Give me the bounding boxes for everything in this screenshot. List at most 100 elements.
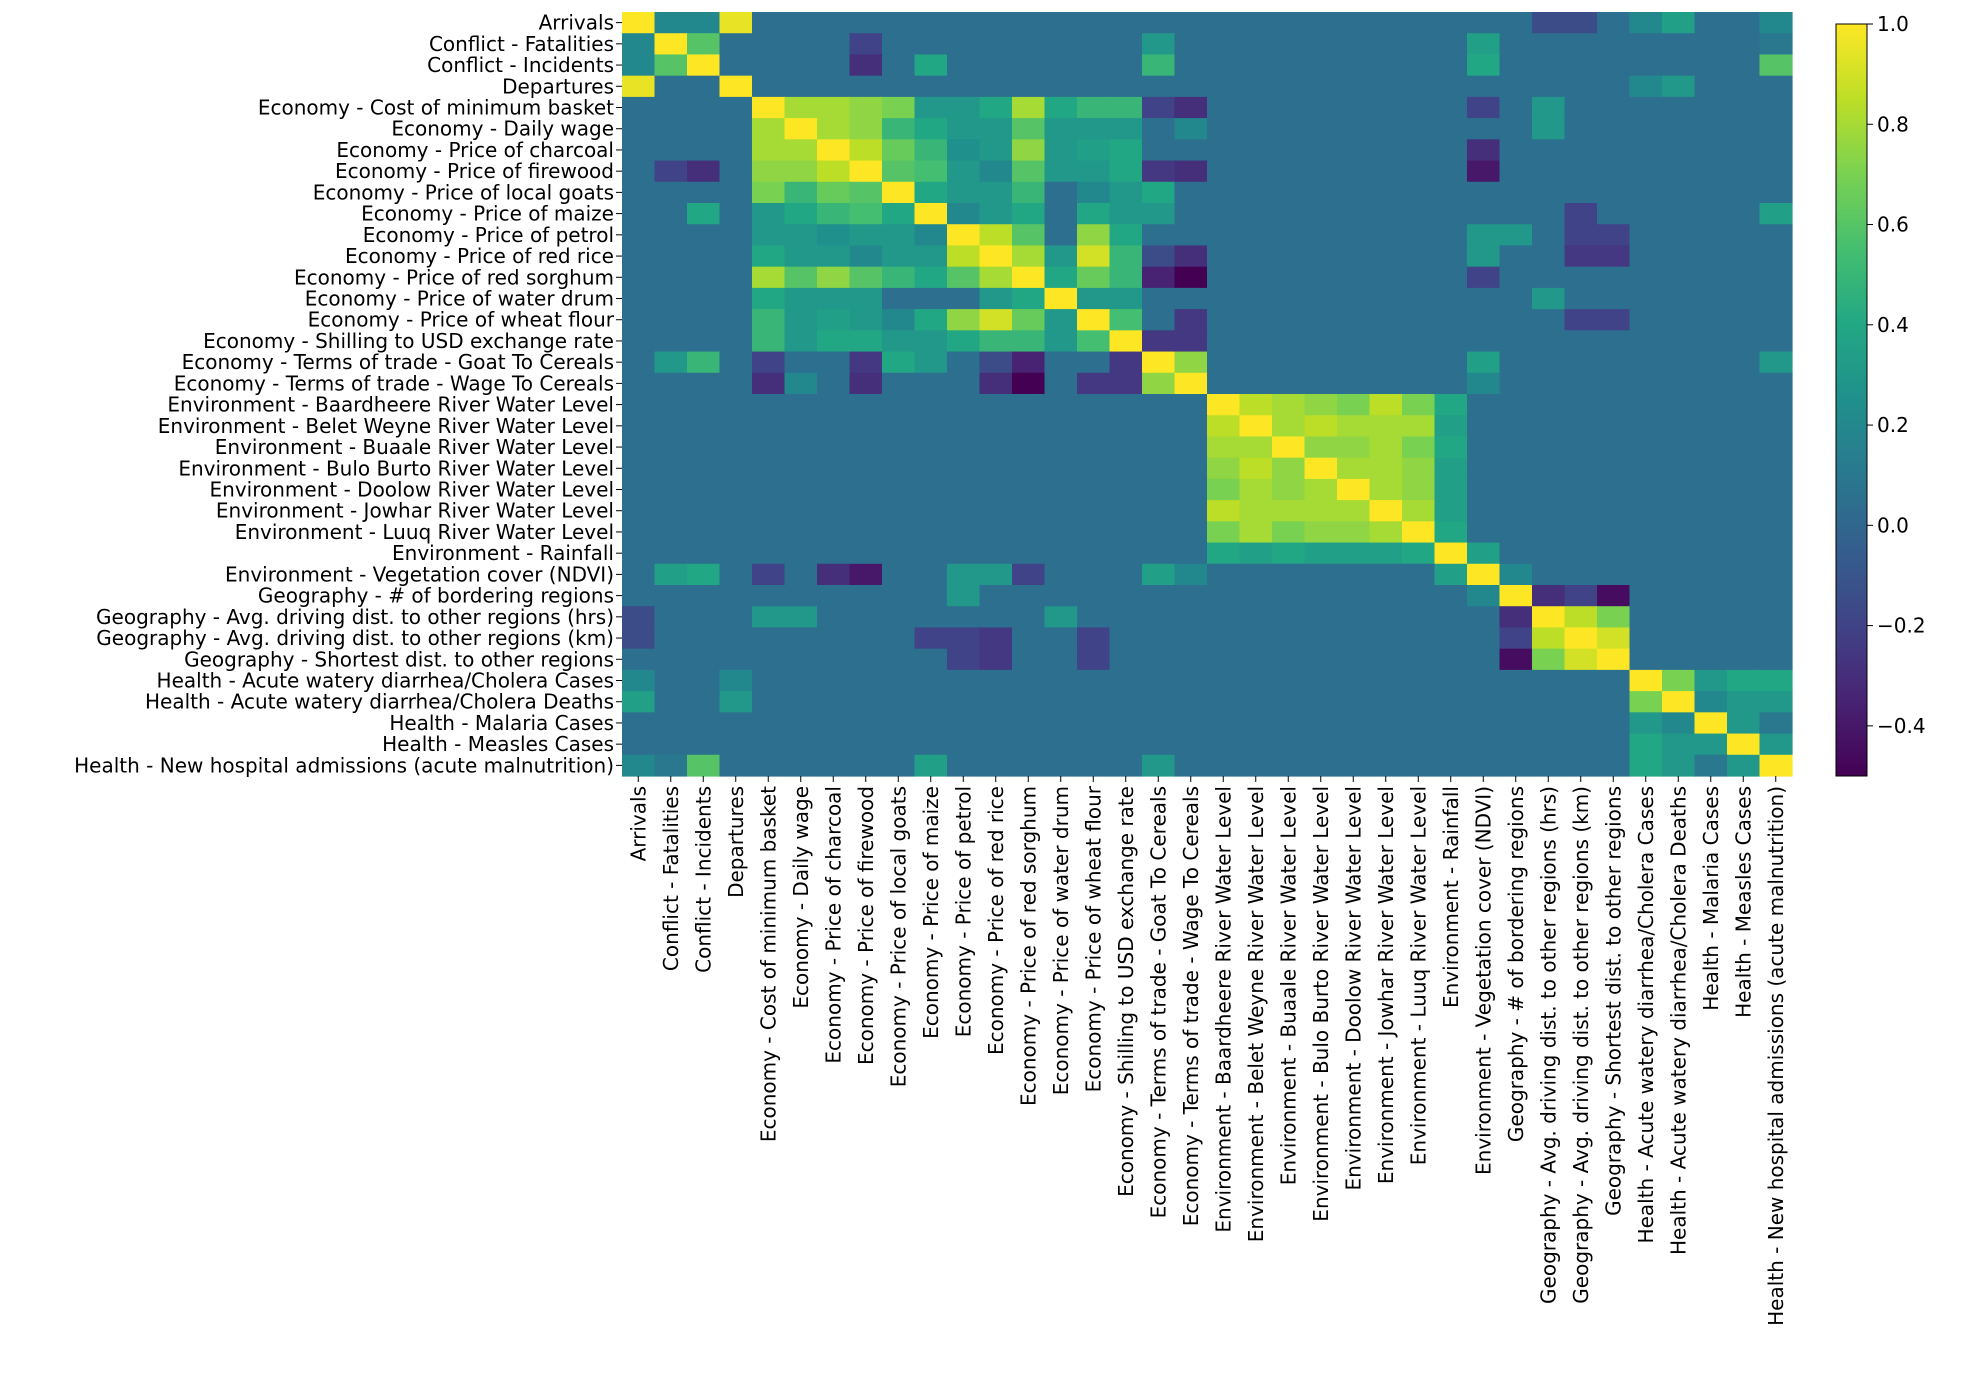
colorbar-tick-label: 0.8 bbox=[1877, 112, 1909, 136]
heatmap-cell bbox=[1369, 75, 1403, 98]
heatmap-cell bbox=[1662, 266, 1696, 289]
heatmap-cell bbox=[622, 266, 656, 289]
heatmap-cell bbox=[1564, 266, 1598, 289]
heatmap-cell bbox=[1467, 733, 1501, 756]
heatmap-cell bbox=[1467, 648, 1501, 671]
heatmap-cell bbox=[1044, 118, 1078, 140]
heatmap-cell bbox=[654, 733, 688, 756]
heatmap-cell bbox=[849, 54, 883, 77]
heatmap-cell bbox=[1629, 96, 1663, 119]
heatmap-cell bbox=[1532, 96, 1566, 119]
heatmap-cell bbox=[1597, 203, 1631, 225]
heatmap-cell bbox=[687, 542, 721, 565]
heatmap-cell bbox=[654, 754, 688, 777]
heatmap-cell bbox=[817, 203, 851, 225]
heatmap-cell bbox=[1694, 160, 1728, 183]
heatmap-cell bbox=[1727, 266, 1761, 289]
heatmap-cell bbox=[1662, 12, 1696, 34]
heatmap-cell bbox=[1239, 330, 1273, 353]
heatmap-cell bbox=[1662, 118, 1696, 140]
y-tick-label: Economy - Price of petrol bbox=[363, 223, 614, 247]
heatmap-cell bbox=[882, 712, 916, 735]
heatmap-cell bbox=[1369, 669, 1403, 692]
heatmap-cell bbox=[1694, 436, 1728, 459]
heatmap-cell bbox=[1727, 330, 1761, 353]
heatmap-cell bbox=[1142, 96, 1176, 119]
heatmap-cell bbox=[1564, 287, 1598, 310]
heatmap-cell bbox=[979, 585, 1013, 607]
heatmap-cell bbox=[1759, 54, 1793, 77]
heatmap-cell bbox=[1532, 372, 1566, 395]
heatmap-cell bbox=[1304, 266, 1338, 289]
heatmap-cell bbox=[1174, 712, 1208, 735]
heatmap-cell bbox=[1174, 118, 1208, 140]
heatmap-cell bbox=[622, 12, 656, 34]
heatmap-cell bbox=[1109, 372, 1143, 395]
heatmap-cell bbox=[1077, 118, 1111, 140]
heatmap-cell bbox=[1077, 330, 1111, 353]
heatmap-cell bbox=[1467, 266, 1501, 289]
heatmap-cell bbox=[1174, 478, 1208, 501]
heatmap-cell bbox=[687, 372, 721, 395]
heatmap-cell bbox=[1759, 542, 1793, 565]
heatmap-cell bbox=[1499, 245, 1533, 268]
heatmap-cell bbox=[622, 309, 656, 331]
heatmap-cell bbox=[1434, 627, 1468, 650]
heatmap-cell bbox=[1662, 309, 1696, 331]
heatmap-cell bbox=[1564, 330, 1598, 353]
heatmap-cell bbox=[1174, 733, 1208, 756]
heatmap-cell bbox=[1402, 500, 1436, 522]
heatmap-cell bbox=[817, 96, 851, 119]
heatmap-cell bbox=[1109, 287, 1143, 310]
heatmap-cell bbox=[1694, 712, 1728, 735]
heatmap-cell bbox=[1304, 627, 1338, 650]
heatmap-cell bbox=[752, 542, 786, 565]
heatmap-cell bbox=[979, 394, 1013, 416]
heatmap-cell bbox=[1044, 415, 1078, 438]
heatmap-cell bbox=[1532, 754, 1566, 777]
heatmap-cell bbox=[1434, 500, 1468, 522]
heatmap-cell bbox=[1662, 181, 1696, 204]
heatmap-cell bbox=[1499, 733, 1533, 756]
colorbar-tick-label: 0.4 bbox=[1877, 313, 1909, 337]
heatmap-cell bbox=[1564, 563, 1598, 586]
heatmap-cell bbox=[1174, 33, 1208, 56]
heatmap-cell bbox=[1629, 203, 1663, 225]
heatmap-cell bbox=[1564, 351, 1598, 374]
heatmap-cell bbox=[1467, 309, 1501, 331]
heatmap-cell bbox=[1239, 542, 1273, 565]
heatmap-cell bbox=[1694, 351, 1728, 374]
heatmap-cell bbox=[1597, 160, 1631, 183]
heatmap-cell bbox=[654, 33, 688, 56]
heatmap-cell bbox=[849, 542, 883, 565]
heatmap-cell bbox=[1142, 733, 1176, 756]
heatmap-cell bbox=[1142, 224, 1176, 247]
heatmap-cell bbox=[1109, 521, 1143, 544]
heatmap-cell bbox=[719, 606, 753, 629]
heatmap-cell bbox=[1174, 224, 1208, 247]
heatmap-cell bbox=[1662, 33, 1696, 56]
heatmap-cell bbox=[1142, 394, 1176, 416]
heatmap-cell bbox=[1532, 203, 1566, 225]
heatmap-cell bbox=[914, 224, 948, 247]
heatmap-cell bbox=[849, 309, 883, 331]
heatmap-cell bbox=[784, 478, 818, 501]
heatmap-cell bbox=[1759, 733, 1793, 756]
heatmap-cell bbox=[1207, 394, 1241, 416]
heatmap-cell bbox=[687, 754, 721, 777]
y-tick-label: Economy - Terms of trade - Wage To Cerea… bbox=[174, 371, 614, 395]
heatmap-cell bbox=[1239, 351, 1273, 374]
x-tick-label: Health - Acute watery diarrhea/Cholera D… bbox=[1666, 786, 1690, 1255]
heatmap-cell bbox=[1337, 287, 1371, 310]
x-tick-label: Economy - Cost of minimum basket bbox=[756, 786, 780, 1142]
x-tick-label: Health - New hospital admissions (acute … bbox=[1764, 786, 1788, 1326]
heatmap-cell bbox=[1467, 33, 1501, 56]
heatmap-cell bbox=[719, 627, 753, 650]
heatmap-cell bbox=[1597, 606, 1631, 629]
heatmap-cell bbox=[817, 287, 851, 310]
heatmap-cell bbox=[687, 691, 721, 713]
heatmap-cell bbox=[1759, 330, 1793, 353]
heatmap-cell bbox=[1304, 330, 1338, 353]
heatmap-cell bbox=[1434, 203, 1468, 225]
x-tick-label: Environment - Doolow River Water Level bbox=[1341, 786, 1365, 1190]
